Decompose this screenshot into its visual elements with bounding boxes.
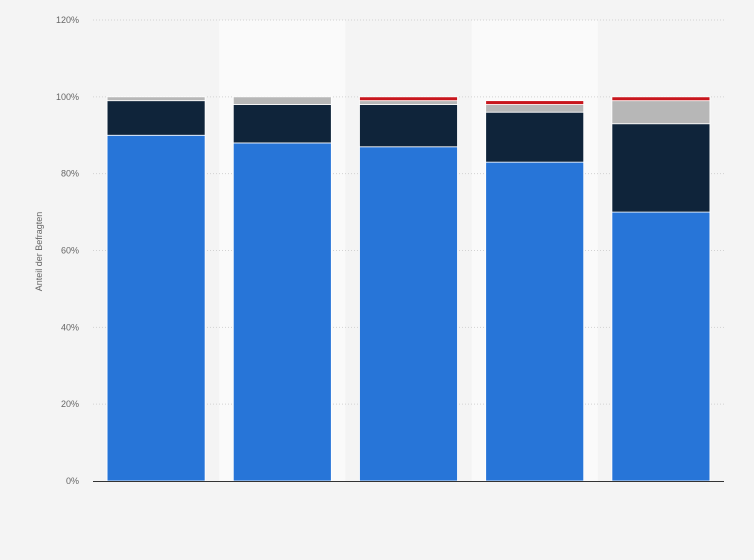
y-tick-label: 80% bbox=[61, 169, 79, 179]
bar-segment-s3-c2 bbox=[232, 96, 332, 105]
bar-segment-s1-c3 bbox=[359, 146, 458, 482]
y-tick-label: 20% bbox=[61, 399, 79, 409]
bar-segment-s3-c3 bbox=[359, 100, 458, 105]
bars bbox=[106, 96, 711, 482]
bar-segment-s3-c4 bbox=[485, 104, 585, 113]
y-tick-label: 60% bbox=[61, 246, 79, 256]
y-tick-label: 120% bbox=[56, 15, 79, 25]
y-tick-label: 0% bbox=[66, 476, 79, 486]
bar-segment-s1-c1 bbox=[106, 134, 206, 482]
y-axis-title: Anteil der Befragten bbox=[34, 212, 44, 292]
bar-group-5 bbox=[611, 96, 711, 482]
bar-group-3 bbox=[359, 96, 458, 482]
bar-segment-s2-c4 bbox=[485, 111, 585, 163]
bar-segment-s3-c1 bbox=[106, 96, 206, 102]
bar-group-4 bbox=[485, 100, 585, 482]
bar-segment-s3-c5 bbox=[611, 100, 711, 125]
bar-group-2 bbox=[232, 96, 332, 482]
bar-segment-s1-c5 bbox=[611, 211, 711, 482]
bar-segment-s2-c2 bbox=[232, 104, 332, 144]
bar-segment-s4-c5 bbox=[611, 96, 711, 102]
y-axis-ticks: 0% 20% 40% 60% 80% 100% 120% bbox=[56, 15, 79, 486]
bar-segment-s2-c1 bbox=[106, 100, 206, 136]
bar-segment-s2-c3 bbox=[359, 104, 458, 148]
bar-segment-s2-c5 bbox=[611, 123, 711, 213]
bar-segment-s4-c3 bbox=[359, 96, 458, 102]
bar-segment-s1-c2 bbox=[232, 142, 332, 482]
y-tick-label: 100% bbox=[56, 92, 79, 102]
bar-group-1 bbox=[106, 96, 206, 482]
y-tick-label: 40% bbox=[61, 322, 79, 332]
bar-segment-s4-c4 bbox=[485, 100, 585, 105]
bar-segment-s1-c4 bbox=[485, 161, 585, 482]
